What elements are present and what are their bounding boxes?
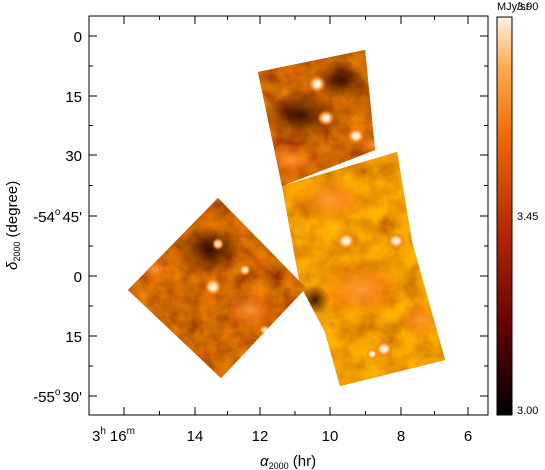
colorbar-scale	[496, 16, 513, 416]
y-tick-label-0: 0	[74, 29, 82, 46]
y-tick-label-1: 15	[65, 89, 82, 106]
y-tick-label-2: 30	[65, 148, 82, 165]
axis-ticks	[89, 16, 488, 415]
colorbar-unit: MJy/sr	[497, 1, 530, 13]
x-tick-label-4: 8	[397, 428, 405, 445]
x-tick-label-1: 14	[187, 428, 204, 445]
y-tick-label-5: 15	[65, 329, 82, 346]
colorbar-label-max: 3.90	[517, 1, 538, 13]
x-tick-label-5: 6	[464, 428, 472, 445]
x-tick-label-0: 3h 16m	[92, 426, 135, 445]
y-tick-label-4: 0	[74, 269, 82, 286]
colorbar: MJy/sr 3.90 3.45 3.00	[496, 1, 538, 417]
y-tick-labels: 0 15 30 -54o 45' 0 15 -55o 30'	[33, 29, 82, 406]
x-tick-label-2: 12	[252, 428, 269, 445]
y-tick-label-6: -55o 30'	[33, 387, 82, 406]
map-region-lower-strip	[282, 152, 445, 386]
colorbar-label-min: 3.00	[517, 405, 538, 417]
x-axis-title: α2000 (hr)	[260, 453, 316, 470]
map-region-diamond	[128, 198, 306, 378]
map-region-upper-strip	[258, 50, 375, 186]
x-tick-labels: 3h 16m 14 12 10 8 6	[92, 426, 472, 445]
colorbar-label-mid: 3.45	[517, 211, 538, 223]
x-tick-label-3: 10	[322, 428, 339, 445]
y-tick-label-3: -54o 45'	[33, 207, 82, 226]
y-axis-title: δ2000 (degree)	[4, 181, 22, 270]
